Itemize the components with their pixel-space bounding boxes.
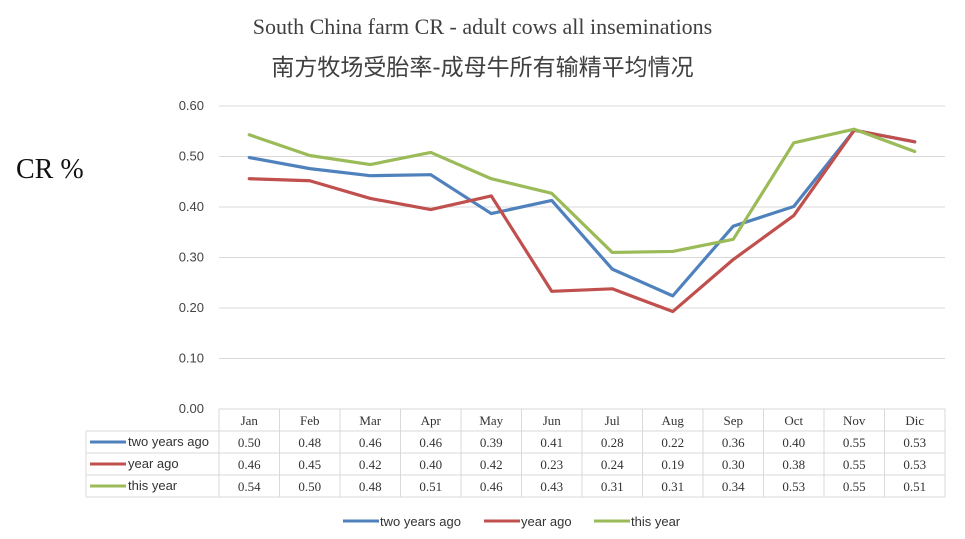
data-label: 0.46 bbox=[419, 435, 442, 450]
data-label: 0.40 bbox=[782, 435, 805, 450]
data-label: 0.53 bbox=[903, 457, 926, 472]
data-table: Jan Feb Mar Apr May Jun Jul Aug Sep Oct Nov Dic two … bbox=[85, 408, 946, 498]
series-line bbox=[247, 128, 917, 298]
x-tick-label: Aug bbox=[662, 413, 685, 428]
y-axis-label: CR % bbox=[16, 154, 84, 185]
y-tick-label: 0.00 bbox=[179, 401, 204, 416]
data-label: 0.38 bbox=[782, 457, 805, 472]
data-label: 0.30 bbox=[722, 457, 745, 472]
x-tick-label: Oct bbox=[784, 413, 803, 428]
x-tick-label: May bbox=[479, 413, 503, 428]
x-tick-label: Sep bbox=[724, 413, 744, 428]
chart-subtitle: 南方牧场受胎率-成母牛所有输精平均情况 bbox=[271, 55, 694, 81]
data-label: 0.46 bbox=[359, 435, 382, 450]
data-label: 0.55 bbox=[843, 435, 866, 450]
data-label: 0.24 bbox=[601, 457, 624, 472]
data-label: 0.46 bbox=[480, 479, 503, 494]
data-label: 0.31 bbox=[601, 479, 624, 494]
data-label: 0.22 bbox=[661, 435, 684, 450]
legend-label: two years ago bbox=[380, 514, 461, 529]
data-label: 0.53 bbox=[903, 435, 926, 450]
table-series-name: year ago bbox=[128, 456, 179, 471]
series-line bbox=[247, 128, 917, 314]
data-label: 0.53 bbox=[782, 479, 805, 494]
data-label: 0.45 bbox=[298, 457, 321, 472]
data-label: 0.51 bbox=[903, 479, 926, 494]
series-line bbox=[247, 127, 917, 255]
x-tick-label: Feb bbox=[300, 413, 320, 428]
legend: two years ago year ago this year bbox=[343, 514, 681, 529]
data-label: 0.34 bbox=[722, 479, 745, 494]
data-label: 0.28 bbox=[601, 435, 624, 450]
data-label: 0.23 bbox=[540, 457, 563, 472]
x-tick-label: Apr bbox=[421, 413, 442, 428]
legend-label: year ago bbox=[521, 514, 572, 529]
data-label: 0.40 bbox=[419, 457, 442, 472]
x-tick-label: Jan bbox=[241, 413, 259, 428]
data-label: 0.42 bbox=[480, 457, 503, 472]
x-tick-label: Nov bbox=[843, 413, 866, 428]
data-label: 0.46 bbox=[238, 457, 261, 472]
x-tick-label: Jul bbox=[605, 413, 621, 428]
y-tick-label: 0.20 bbox=[179, 300, 204, 315]
data-label: 0.55 bbox=[843, 479, 866, 494]
x-tick-label: Mar bbox=[359, 413, 381, 428]
table-series-name: this year bbox=[128, 478, 178, 493]
data-label: 0.42 bbox=[359, 457, 382, 472]
data-label: 0.50 bbox=[298, 479, 321, 494]
data-label: 0.48 bbox=[359, 479, 382, 494]
data-label: 0.39 bbox=[480, 435, 503, 450]
table-series-name: two years ago bbox=[128, 434, 209, 449]
data-label: 0.43 bbox=[540, 479, 563, 494]
data-label: 0.51 bbox=[419, 479, 442, 494]
legend-label: this year bbox=[631, 514, 681, 529]
data-label: 0.50 bbox=[238, 435, 261, 450]
y-tick-label: 0.30 bbox=[179, 250, 204, 265]
series-lines bbox=[247, 127, 917, 314]
data-label: 0.31 bbox=[661, 479, 684, 494]
data-label: 0.54 bbox=[238, 479, 261, 494]
x-tick-label: Jun bbox=[543, 413, 562, 428]
data-label: 0.36 bbox=[722, 435, 745, 450]
data-label: 0.48 bbox=[298, 435, 321, 450]
y-tick-label: 0.60 bbox=[179, 98, 204, 113]
y-tick-label: 0.10 bbox=[179, 351, 204, 366]
data-label: 0.41 bbox=[540, 435, 563, 450]
chart-title: South China farm CR - adult cows all ins… bbox=[252, 14, 713, 39]
y-tick-label: 0.40 bbox=[179, 199, 204, 214]
y-tick-labels: 0.00 0.10 0.20 0.30 0.40 0.50 0.60 bbox=[179, 98, 204, 416]
x-tick-label: Dic bbox=[905, 413, 924, 428]
y-tick-label: 0.50 bbox=[179, 149, 204, 164]
data-label: 0.55 bbox=[843, 457, 866, 472]
data-label: 0.19 bbox=[661, 457, 684, 472]
